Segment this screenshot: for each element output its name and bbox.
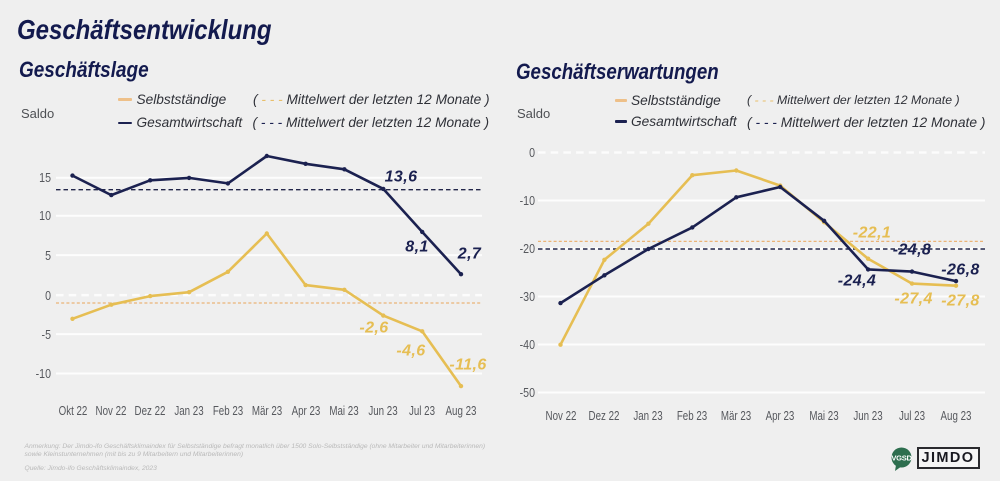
svg-text:VGSD: VGSD [891, 454, 912, 463]
